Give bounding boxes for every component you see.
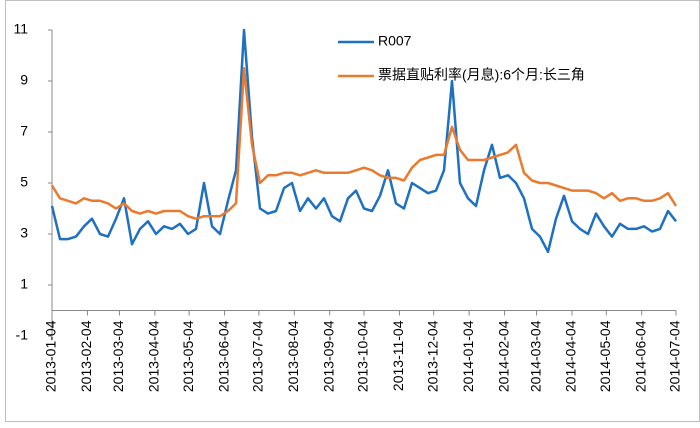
x-tick-label: 2014-02-04	[495, 320, 511, 392]
x-tick-label: 2013-12-04	[424, 320, 440, 392]
x-tick-label: 2013-11-04	[390, 320, 406, 391]
x-tick-label: 2014-07-04	[667, 320, 683, 392]
x-tick-label: 2013-01-04	[43, 320, 59, 392]
y-tick-label: 3	[20, 225, 28, 241]
y-tick-label: 5	[20, 174, 28, 190]
legend-label: R007	[378, 33, 412, 49]
x-tick-label: 2013-05-04	[180, 320, 196, 392]
y-tick-label: 11	[13, 21, 28, 37]
x-tick-label: 2014-05-04	[597, 320, 613, 392]
x-tick-label: 2013-09-04	[320, 320, 336, 392]
x-tick-label: 2014-04-04	[563, 320, 579, 392]
x-tick-label: 2013-07-04	[250, 320, 266, 392]
x-tick-label: 2013-06-04	[215, 320, 231, 392]
y-tick-label: 1	[20, 276, 28, 292]
legend-label: 票据直贴利率(月息):6个月:长三角	[378, 67, 585, 83]
y-tick-label: 7	[20, 123, 28, 139]
y-tick-label: 9	[20, 72, 28, 88]
x-tick-label: 2013-08-04	[285, 320, 301, 392]
x-tick-label: 2014-06-04	[632, 320, 648, 392]
x-tick-label: 2014-03-04	[527, 320, 543, 392]
x-tick-label: 2013-03-04	[110, 320, 126, 392]
y-tick-label: -1	[16, 327, 29, 343]
series-line	[50, 28, 677, 254]
x-tick-label: 2013-02-04	[78, 320, 94, 392]
series-line	[50, 67, 678, 220]
x-tick-label: 2013-10-04	[355, 320, 371, 392]
x-tick-label: 2014-01-04	[460, 320, 476, 392]
x-tick-label: 2013-04-04	[146, 320, 162, 392]
